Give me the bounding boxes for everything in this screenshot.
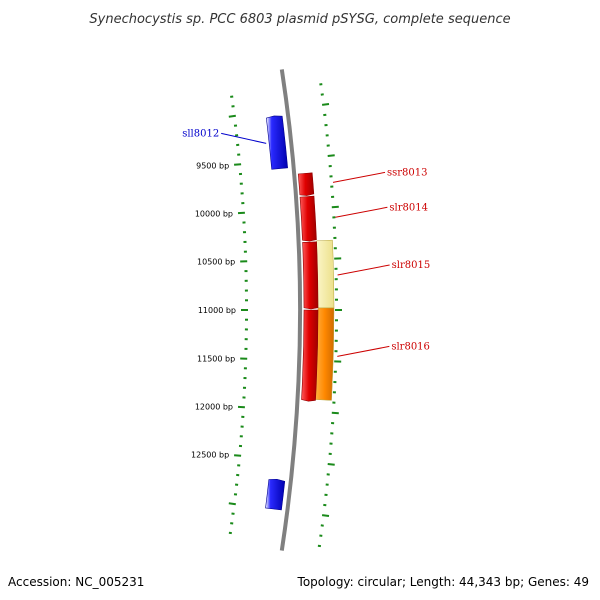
position-label: 10000 bp	[195, 210, 233, 219]
leader-line	[337, 345, 390, 357]
forward-gene	[299, 195, 317, 242]
gene-label-slr8014: slr8014	[389, 202, 428, 213]
leader-line	[332, 171, 386, 183]
major-tick	[228, 114, 236, 118]
position-label: 10500 bp	[197, 258, 235, 267]
leader-line	[335, 206, 388, 218]
position-label: 11000 bp	[198, 306, 236, 315]
feature-band	[316, 239, 335, 309]
position-labels: 9500 bp 10000 bp 10500 bp 11000 bp 11500 bp 1…	[191, 161, 236, 459]
major-tick	[234, 454, 242, 457]
map-title: Synechocystis sp. PCC 6803 plasmid pSYSG…	[89, 12, 510, 27]
outer-tick-ring	[317, 83, 342, 548]
gene-label-slr8015: slr8015	[392, 260, 431, 271]
major-tick	[321, 514, 330, 517]
gene-label-slr8016: slr8016	[391, 341, 430, 352]
leader-line	[221, 132, 267, 144]
accession-label: Accession: NC_005231	[8, 575, 144, 589]
major-tick	[228, 502, 236, 506]
gene-track	[265, 115, 319, 511]
position-label: 12000 bp	[195, 403, 233, 412]
label-layer: sll8012 ssr8013 slr8014 slr8015 slr8016	[182, 128, 431, 357]
feature-ring	[315, 239, 335, 401]
leader-line	[337, 264, 390, 276]
position-label: 12500 bp	[191, 451, 229, 460]
forward-gene	[302, 241, 319, 310]
major-tick	[327, 463, 335, 466]
topology-summary: Topology: circular; Length: 44,343 bp; G…	[297, 575, 589, 589]
reverse-gene	[265, 115, 288, 170]
forward-gene	[301, 309, 319, 402]
major-tick	[321, 103, 330, 106]
major-tick	[234, 163, 242, 166]
plasmid-backbone	[279, 69, 302, 551]
position-label: 9500 bp	[196, 161, 229, 170]
feature-band	[315, 307, 335, 401]
forward-gene	[297, 172, 315, 196]
reverse-gene	[265, 478, 286, 511]
inner-tick-ring	[228, 95, 248, 535]
gene-label-sll8012: sll8012	[182, 128, 219, 139]
major-tick	[327, 154, 335, 157]
gene-label-ssr8013: ssr8013	[387, 167, 428, 178]
position-label: 11500 bp	[197, 354, 235, 363]
